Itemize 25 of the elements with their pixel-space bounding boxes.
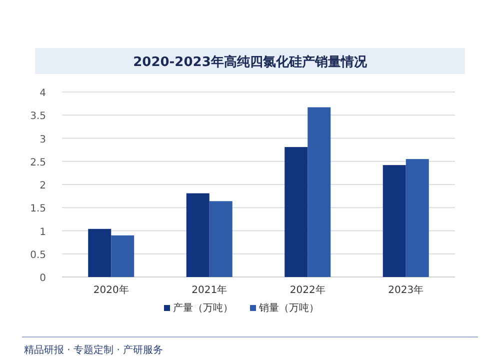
y-tick-label: 2 [40, 180, 46, 192]
y-tick-label: 1 [40, 226, 46, 238]
y-tick-label: 3 [40, 134, 46, 146]
y-tick-label: 1.5 [30, 204, 46, 215]
bar [406, 159, 429, 277]
y-tick-label: 3.5 [30, 111, 46, 122]
text: 精品研报 · 专题定制 · 产研服务 [24, 344, 164, 356]
y-tick-label: 0 [40, 273, 46, 284]
bar [88, 228, 112, 277]
bar [284, 147, 308, 277]
bar [186, 193, 210, 277]
y-tick-label: 0.5 [30, 250, 46, 261]
x-tick-label: 2022年 [290, 284, 326, 296]
y-tick-label: 4 [40, 88, 46, 99]
x-tick-label: 2023年 [388, 284, 424, 296]
chart-title: 2020-2023年高纯四氯化硅产销量情况 [133, 54, 368, 70]
bar [111, 235, 134, 277]
y-tick-label: 2.5 [30, 157, 46, 168]
bar [209, 201, 232, 277]
bar [382, 165, 406, 277]
x-tick-label: 2020年 [93, 284, 129, 296]
x-tick-label: 2021年 [192, 284, 228, 296]
legend-label: 销量（万吨） [258, 302, 319, 314]
bar [308, 107, 331, 277]
legend-label: 产量（万吨） [173, 302, 233, 314]
